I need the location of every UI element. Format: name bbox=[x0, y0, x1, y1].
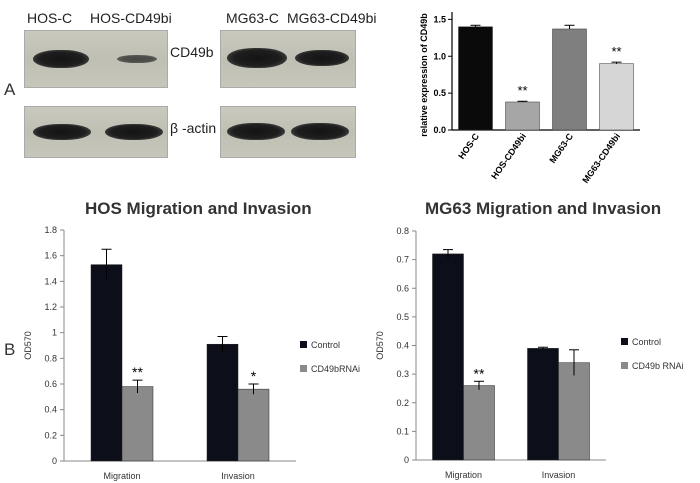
bar-migration-control bbox=[90, 264, 123, 462]
blot-mg63-cd49b bbox=[220, 30, 356, 88]
y-tick-label: 0.6 bbox=[396, 283, 409, 293]
y-tick-label: 0.4 bbox=[396, 341, 409, 351]
bar-invasion-control bbox=[206, 343, 239, 462]
y-tick-label: 1.4 bbox=[44, 276, 57, 286]
legend-swatch-rnai bbox=[300, 365, 307, 372]
bar-invasion-control bbox=[527, 348, 559, 461]
bar-invasion-rnai bbox=[558, 362, 590, 461]
legend-label-rnai: CD49bRNAi bbox=[311, 364, 360, 374]
x-tick-label: Invasion bbox=[221, 471, 255, 481]
bar-mg63-c bbox=[552, 28, 587, 131]
y-tick-label: 1 bbox=[52, 328, 57, 338]
x-tick-label: Invasion bbox=[542, 470, 576, 480]
y-tick-label: 0.6 bbox=[44, 379, 57, 389]
x-tick-label: MG63-C bbox=[547, 131, 575, 165]
x-tick-label: MG63-CD49bi bbox=[580, 131, 622, 185]
band-hos-c-actin bbox=[33, 124, 91, 140]
blot-hos-cd49b bbox=[24, 30, 168, 88]
bar-mg63-cd49bi bbox=[599, 63, 634, 131]
y-tick-label: 0.5 bbox=[396, 312, 409, 322]
y-axis-label: OD570 bbox=[23, 331, 33, 360]
y-tick-label: 0.2 bbox=[396, 398, 409, 408]
bar-hos-cd49bi bbox=[505, 101, 540, 131]
panel-label-b: B bbox=[4, 340, 16, 359]
y-tick-label: 1.5 bbox=[433, 14, 446, 24]
bar-invasion-rnai bbox=[237, 388, 270, 462]
band-label-actin: β -actin bbox=[170, 120, 217, 136]
legend-swatch-rnai bbox=[621, 362, 628, 369]
x-tick-label: HOS-CD49bi bbox=[489, 131, 528, 181]
mg63-chart-title: MG63 Migration and Invasion bbox=[425, 199, 662, 218]
band-hos-c-cd49b bbox=[33, 50, 89, 68]
panel-label-a: A bbox=[4, 80, 16, 99]
y-axis-label: relative expression of CD49b bbox=[419, 13, 429, 137]
legend-label-control: Control bbox=[311, 340, 340, 350]
legend-swatch-control bbox=[300, 341, 307, 348]
band-mg63-c-actin bbox=[227, 123, 285, 140]
significance-marker: ** bbox=[132, 364, 143, 380]
significance-marker: ** bbox=[611, 44, 621, 59]
y-tick-label: 1.6 bbox=[44, 251, 57, 261]
y-tick-label: 0.5 bbox=[433, 88, 446, 98]
band-label-cd49b: CD49b bbox=[170, 44, 214, 60]
bar-migration-control bbox=[432, 253, 464, 461]
y-tick-label: 0 bbox=[404, 455, 409, 465]
lane-label-hos-c: HOS-C bbox=[27, 10, 73, 26]
y-tick-label: 0.4 bbox=[44, 405, 57, 415]
bar-hos-c bbox=[458, 26, 493, 131]
band-mg63-c-cd49b bbox=[227, 48, 287, 68]
x-tick-label: Migration bbox=[445, 470, 482, 480]
significance-marker: ** bbox=[474, 365, 485, 381]
y-tick-label: 0.8 bbox=[44, 353, 57, 363]
y-tick-label: 0.2 bbox=[44, 430, 57, 440]
legend-label-control: Control bbox=[632, 337, 661, 347]
band-hos-cd49bi-cd49b bbox=[117, 55, 157, 63]
band-mg63-cd49bi-cd49b bbox=[295, 50, 349, 66]
hos-chart-title: HOS Migration and Invasion bbox=[85, 199, 312, 218]
band-hos-cd49bi-actin bbox=[105, 124, 163, 140]
lane-label-hos-cd49bi: HOS-CD49bi bbox=[90, 10, 172, 26]
x-tick-label: HOS-C bbox=[456, 131, 481, 161]
expression-bar-chart: 0.0 0.5 1.0 1.5 relative expression of CD49b… bbox=[419, 12, 640, 185]
y-tick-label: 1.8 bbox=[44, 225, 57, 235]
significance-marker: ** bbox=[517, 83, 527, 98]
y-axis-label: OD570 bbox=[375, 331, 385, 360]
x-tick-label: Migration bbox=[103, 471, 140, 481]
legend-swatch-control bbox=[621, 338, 628, 345]
y-tick-label: 0.0 bbox=[433, 125, 446, 135]
y-tick-label: 0.1 bbox=[396, 426, 409, 436]
y-tick-label: 1.0 bbox=[433, 51, 446, 61]
blot-mg63-actin bbox=[220, 106, 356, 158]
band-mg63-cd49bi-actin bbox=[291, 123, 349, 140]
bar-migration-rnai bbox=[121, 386, 154, 462]
y-tick-label: 0.8 bbox=[396, 226, 409, 236]
y-tick-label: 0.7 bbox=[396, 255, 409, 265]
legend-label-rnai: CD49b RNAi bbox=[632, 361, 684, 371]
mg63-bar-chart: 0 0.1 0.2 0.3 0.4 0.5 0.6 0.7 0.8 OD570 Migration *… bbox=[375, 226, 684, 480]
y-tick-label: 0.3 bbox=[396, 369, 409, 379]
bar-migration-rnai bbox=[463, 385, 495, 461]
hos-bar-chart: 0 0.2 0.4 0.6 0.8 1 1.2 1.4 1.6 1.8 OD570 Migration… bbox=[23, 225, 360, 481]
lane-label-mg63-c: MG63-C bbox=[226, 10, 279, 26]
significance-marker: * bbox=[251, 368, 257, 384]
y-tick-label: 0 bbox=[52, 456, 57, 466]
blot-hos-actin bbox=[24, 106, 168, 158]
lane-label-mg63-cd49bi: MG63-CD49bi bbox=[287, 10, 377, 26]
y-tick-label: 1.2 bbox=[44, 302, 57, 312]
